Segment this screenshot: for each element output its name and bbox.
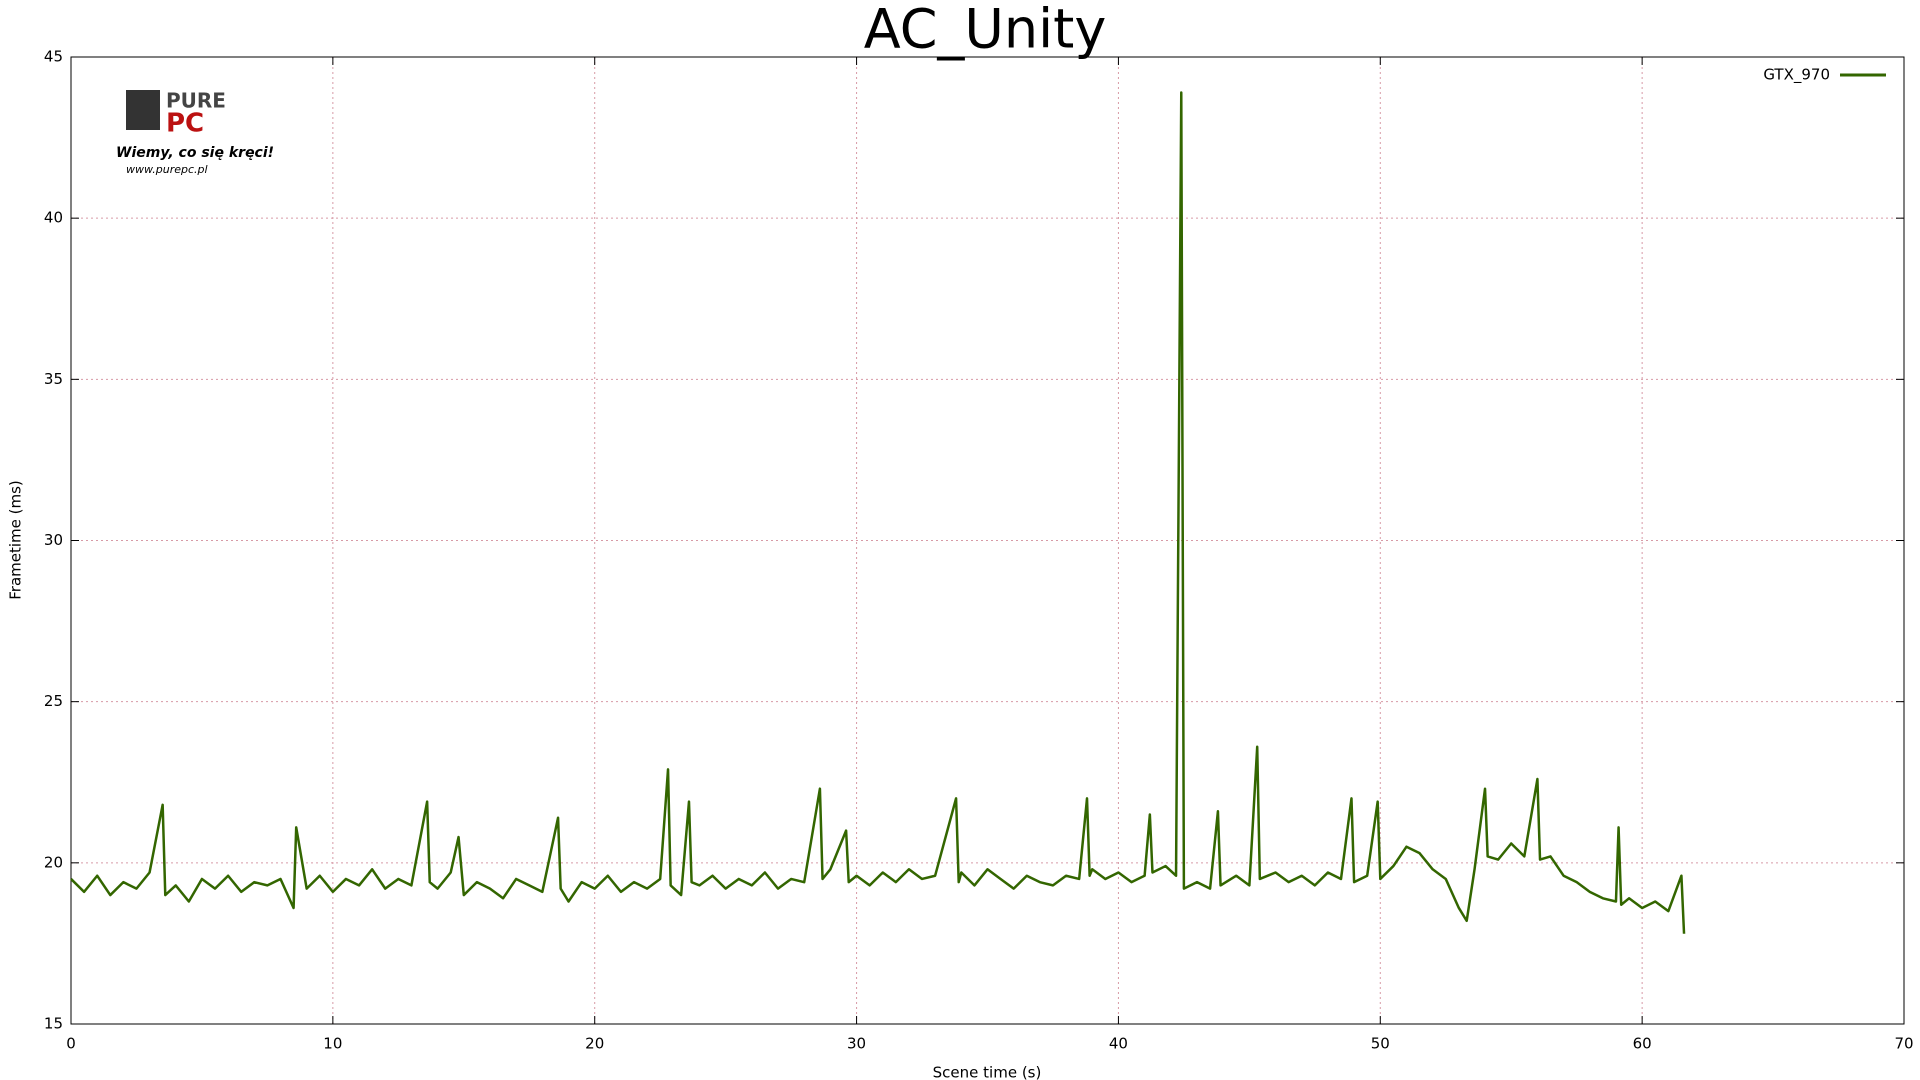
y-axis-label: Frametime (ms) xyxy=(7,480,25,600)
y-tick-label: 45 xyxy=(44,48,63,66)
y-tick-label: 30 xyxy=(44,531,63,549)
logo-box xyxy=(126,90,160,130)
series-line xyxy=(70,91,1686,934)
y-tick-label: 20 xyxy=(44,853,63,871)
plot-frame xyxy=(70,56,1905,1025)
x-axis-label: Scene time (s) xyxy=(933,1064,1042,1080)
chart-title: AC_Unity xyxy=(864,0,1107,61)
legend-label: GTX_970 xyxy=(1763,66,1830,85)
logo-brand-bottom: PC xyxy=(166,109,204,139)
x-tick-label: 10 xyxy=(323,1035,342,1053)
logo-url: www.purepc.pl xyxy=(126,163,208,176)
logo-brand-top: PURE xyxy=(166,89,226,113)
x-tick-label: 60 xyxy=(1633,1035,1652,1053)
y-tick-label: 35 xyxy=(44,370,63,388)
y-tick-label: 15 xyxy=(44,1015,63,1033)
logo: PURE PC Wiemy, co się kręci! www.purepc.… xyxy=(116,89,274,177)
y-tick-label: 25 xyxy=(44,692,63,710)
x-tick-label: 30 xyxy=(847,1035,866,1053)
x-tick-label: 40 xyxy=(1109,1035,1128,1053)
logo-slogan: Wiemy, co się kręci! xyxy=(116,145,274,161)
x-tick-label: 0 xyxy=(66,1035,76,1053)
x-tick-label: 50 xyxy=(1371,1035,1390,1053)
x-tick-label: 20 xyxy=(585,1035,604,1053)
x-tick-label: 70 xyxy=(1894,1035,1913,1053)
y-tick-label: 40 xyxy=(44,209,63,227)
